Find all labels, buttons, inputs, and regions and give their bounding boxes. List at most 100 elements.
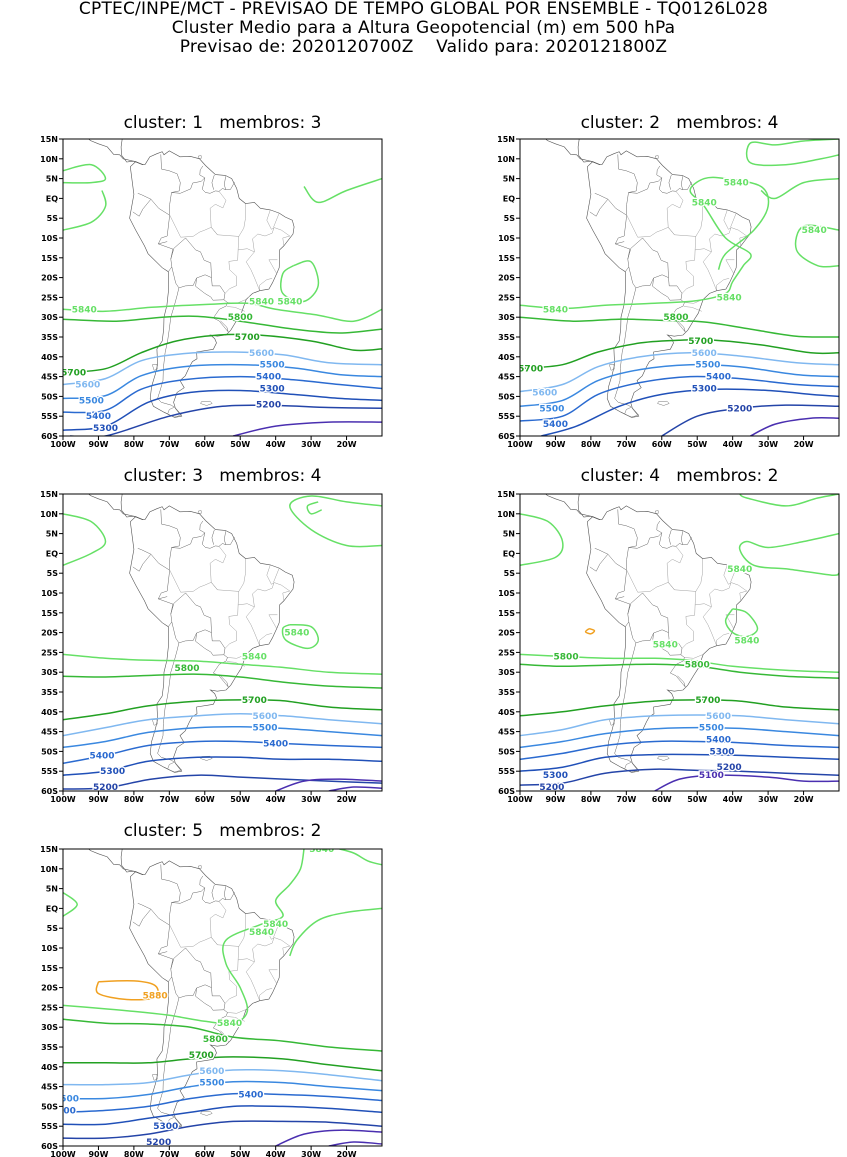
contour-label: 5700 <box>242 696 267 706</box>
lat-label: 15S <box>498 254 515 263</box>
lon-label: 60W <box>652 795 672 804</box>
lat-label: 15S <box>498 609 515 618</box>
contour-label: 5840 <box>277 297 302 307</box>
lat-label: 5N <box>46 175 58 184</box>
contour-label: 5400 <box>89 751 114 761</box>
country-border <box>199 520 205 534</box>
contour-label: 5700 <box>518 365 543 375</box>
south-america-coastline <box>129 860 295 1128</box>
country-border <box>158 241 168 245</box>
state-border <box>684 654 704 659</box>
state-border <box>268 614 278 629</box>
country-border <box>202 177 235 194</box>
state-border <box>259 988 273 1001</box>
country-border <box>171 532 205 549</box>
contour-5800 <box>63 1018 382 1052</box>
contour-5200 <box>520 768 839 786</box>
contour-5500 <box>63 1080 382 1100</box>
country-border <box>211 174 215 190</box>
contour-5400 <box>63 740 382 765</box>
panel-title: cluster: 4 membros: 2 <box>580 466 779 486</box>
lat-label: 55S <box>41 1122 58 1131</box>
contour-label: 5200 <box>256 400 281 410</box>
island-outline <box>197 155 202 159</box>
country-border <box>607 154 638 216</box>
contour-label: 5300 <box>260 384 285 394</box>
country-border <box>195 987 226 1011</box>
island-outline <box>197 865 202 869</box>
country-border <box>652 632 683 656</box>
lon-label: 90W <box>88 440 108 449</box>
lon-label: 90W <box>545 795 565 804</box>
contour-label: 5840 <box>249 928 274 938</box>
contour-5840 <box>306 501 323 515</box>
lat-label: 60S <box>41 432 58 441</box>
contour-5200 <box>661 404 839 436</box>
state-border <box>666 546 684 590</box>
contour-5840 <box>794 224 839 268</box>
contour-label: 5700 <box>688 337 713 347</box>
state-border <box>716 633 730 646</box>
lat-label: 15N <box>497 490 515 499</box>
state-border <box>273 213 290 237</box>
lat-label: 10S <box>41 944 58 953</box>
country-border <box>211 529 215 545</box>
contour-label: 5400 <box>706 736 731 746</box>
lat-label: 25S <box>41 293 58 302</box>
country-border <box>150 509 181 571</box>
lat-label: EQ <box>46 549 58 558</box>
lon-label: 30W <box>301 795 321 804</box>
contour-label: 5840 <box>309 845 334 855</box>
lat-label: 10S <box>41 234 58 243</box>
lon-label: 40W <box>266 1150 286 1157</box>
lat-label: 35S <box>498 688 515 697</box>
lat-label: 55S <box>41 767 58 776</box>
lon-label: 70W <box>616 795 636 804</box>
contour-label: 5840 <box>72 305 97 315</box>
state-border <box>725 259 735 274</box>
lon-label: 40W <box>723 795 743 804</box>
country-border <box>157 642 180 763</box>
contour-label: 5500 <box>695 361 720 371</box>
state-border <box>266 209 274 230</box>
state-border <box>245 938 275 1001</box>
country-border <box>157 997 180 1118</box>
lat-label: 50S <box>41 747 58 756</box>
contour-5840 <box>63 849 305 1025</box>
contour-label: 5300 <box>543 771 568 781</box>
country-border <box>170 592 212 644</box>
contour-5300 <box>541 388 839 436</box>
contour-5840 <box>289 495 382 548</box>
country-border <box>656 520 662 534</box>
lat-label: EQ <box>46 194 58 203</box>
contour-5840 <box>738 532 839 577</box>
contour-5500 <box>520 363 839 408</box>
island-outline <box>654 510 659 514</box>
lat-label: 20S <box>498 629 515 638</box>
country-border <box>652 277 683 301</box>
lat-label: 50S <box>41 392 58 401</box>
map-panel: 5840584058405800580057005600550054005300… <box>497 490 840 804</box>
state-border <box>204 937 240 1004</box>
contour-5500 <box>520 726 839 749</box>
central-america-coastline <box>88 849 143 875</box>
lat-label: 10N <box>497 510 515 519</box>
lat-label: EQ <box>46 904 58 913</box>
contour-5100 <box>750 417 839 436</box>
lon-label: 70W <box>159 1150 179 1157</box>
country-border <box>628 532 662 549</box>
lon-label: 30W <box>758 795 778 804</box>
contour-5300 <box>63 756 382 776</box>
contour-5500 <box>63 726 382 749</box>
contour-label: 5300 <box>93 424 118 434</box>
state-border <box>626 214 662 238</box>
lat-label: 50S <box>498 747 515 756</box>
country-border <box>157 287 180 408</box>
country-border <box>670 672 686 688</box>
state-border <box>238 558 246 592</box>
contour-label: 5500 <box>79 396 104 406</box>
lon-label: 70W <box>616 440 636 449</box>
contour-label: 5300 <box>710 747 735 757</box>
panel-title: cluster: 2 membros: 4 <box>580 113 779 133</box>
contour-label: 5800 <box>203 1035 228 1045</box>
